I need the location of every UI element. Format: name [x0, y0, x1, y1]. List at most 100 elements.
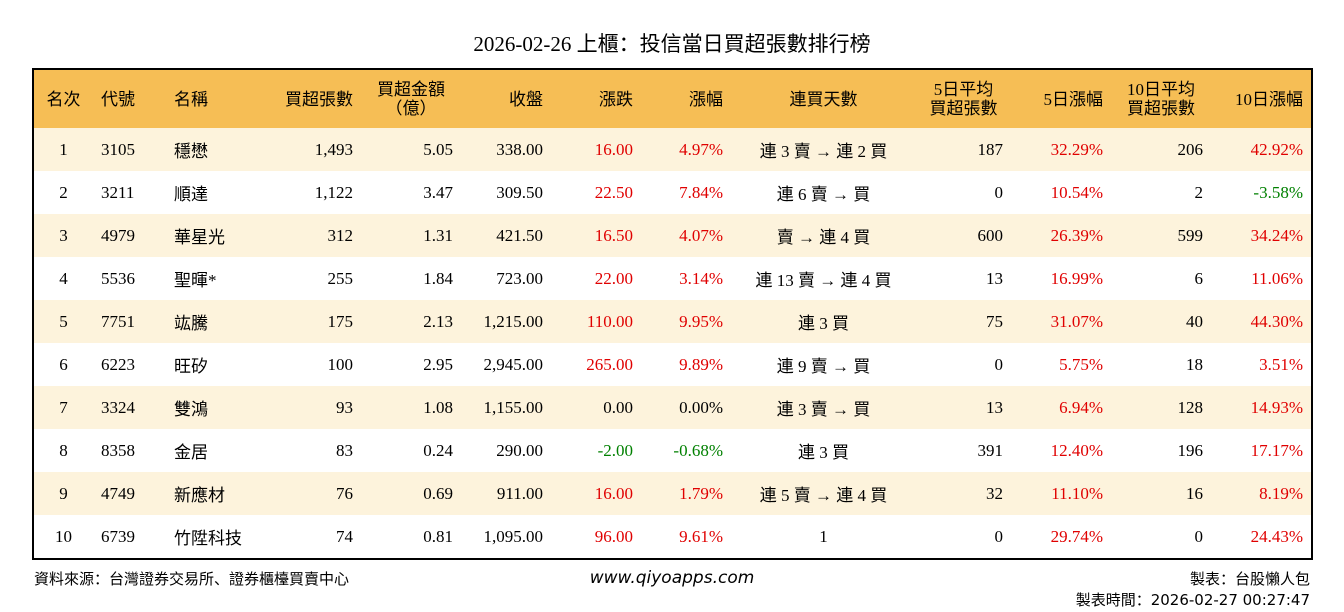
table-cell: 9 — [33, 472, 93, 515]
table-cell: 華星光 — [166, 214, 261, 257]
table-cell: 竹陞科技 — [174, 529, 242, 548]
source: 資料來源：台灣證券交易所、證券櫃檯買賣中心 — [34, 572, 350, 588]
column-header: 收盤 — [461, 69, 551, 128]
column-header: 買超張數 — [261, 69, 361, 128]
table-cell: 338.00 — [461, 128, 551, 171]
table-cell: 9.95% — [641, 300, 731, 343]
table-cell: 穩懋 — [166, 128, 261, 171]
table-cell: 128 — [1111, 386, 1211, 429]
table-cell: 17.17% — [1250, 440, 1303, 460]
table-cell: 312 — [261, 214, 361, 257]
table-cell: 40 — [1111, 300, 1211, 343]
table-cell: 連 6 賣 → 買 — [776, 185, 871, 204]
table-cell: 100 — [327, 354, 354, 374]
table-cell: 290.00 — [496, 440, 543, 460]
header-row: 名次 代號 名稱 買超張數 買超金額 （億） 收盤 漲跌 漲幅 連買天數 5日平均 買超張數 5日漲… — [33, 69, 1312, 128]
table-row: 10 6739 竹陞科技 74 0.81 1,095.00 96.00 9.61% 1 0 29.7… — [33, 515, 1312, 559]
table-row: 5 7751 竑騰 175 2.13 1,215.00 110.00 9.95% 連 3 買 75… — [33, 300, 1312, 343]
table-cell: 3105 — [93, 128, 166, 171]
table-cell: 連 3 買 — [798, 443, 849, 462]
table-cell: 42.92% — [1211, 128, 1312, 171]
table-cell: 1.31 — [361, 214, 461, 257]
table-cell: 9.61% — [679, 526, 723, 546]
table-cell: 26.39% — [1011, 214, 1111, 257]
table-cell: 4749 — [93, 472, 166, 515]
table-cell: 0 — [994, 354, 1004, 374]
table-cell: 3.51% — [1259, 354, 1303, 374]
table-cell: 16.00 — [551, 472, 641, 515]
table-cell: 911.00 — [461, 472, 551, 515]
table-cell: 265.00 — [586, 354, 633, 374]
table-cell: 9.89% — [679, 354, 723, 374]
table-cell: 0 — [1194, 526, 1204, 546]
table-cell: 連 3 賣 → 買 — [731, 386, 916, 429]
table-cell: 5.05 — [361, 128, 461, 171]
column-header: 10日平均 買超張數 — [1111, 69, 1211, 128]
table-row: 4 5536 聖暉* 255 1.84 723.00 22.00 3.14% 連 13 賣 → … — [33, 257, 1312, 300]
table-cell: 5.75% — [1059, 354, 1103, 374]
table-cell: 7751 — [93, 300, 166, 343]
ranking-table: 名次 代號 名稱 買超張數 買超金額 （億） 收盤 漲跌 漲幅 連買天數 5日平均 買超張數 5日漲… — [32, 68, 1313, 560]
table-cell: 5536 — [101, 268, 135, 288]
table-cell: 0.00% — [641, 386, 731, 429]
table-cell: 3.47 — [423, 182, 453, 202]
table-cell: 0 — [994, 182, 1004, 202]
table-cell: 8.19% — [1211, 472, 1312, 515]
table-cell: 22.00 — [594, 268, 633, 288]
title: 2026-02-26 上櫃：投信當日買超張數排行榜 — [473, 32, 871, 56]
table-row: 6 6223 旺矽 100 2.95 2,945.00 265.00 9.89% 連 9 賣 →… — [33, 343, 1312, 386]
table-cell: 1,215.00 — [461, 300, 551, 343]
table-cell: 3 — [33, 214, 93, 257]
table-cell: 6.94% — [1011, 386, 1111, 429]
table-cell: 16.00 — [551, 128, 641, 171]
column-header: 漲幅 — [641, 69, 731, 128]
column-header: 漲跌 — [551, 69, 641, 128]
table-cell: 10.54% — [1050, 182, 1103, 202]
table-cell: 竑騰 — [166, 300, 261, 343]
table-row: 3 4979 華星光 312 1.31 421.50 16.50 4.07% 賣 → 連 4 買… — [33, 214, 1312, 257]
table-cell: 83 — [336, 440, 353, 460]
table-cell: 6 — [59, 354, 68, 374]
table-row: 2 3211 順達 1,122 3.47 309.50 22.50 7.84% 連 6 賣 → … — [33, 171, 1312, 214]
table-cell: 2 — [59, 182, 68, 202]
table-cell: 24.43% — [1250, 526, 1303, 546]
table-row: 9 4749 新應材 76 0.69 911.00 16.00 1.79% 連 5 賣 → 連 … — [33, 472, 1312, 515]
table-cell: 12.40% — [1050, 440, 1103, 460]
table-cell: 6223 — [101, 354, 135, 374]
table-cell: 16.50 — [551, 214, 641, 257]
table-cell: 74 — [336, 526, 353, 546]
table-cell: 1,493 — [261, 128, 361, 171]
table-cell: 196 — [1177, 440, 1204, 460]
table-cell: 309.50 — [496, 182, 543, 202]
table-cell: 0.00 — [551, 386, 641, 429]
table-cell: 31.07% — [1011, 300, 1111, 343]
table-cell: 1,122 — [314, 182, 353, 202]
table-cell: 7.84% — [679, 182, 723, 202]
column-header: 連買天數 — [731, 69, 916, 128]
column-header: 買超金額 （億） — [361, 69, 461, 128]
table-cell: 3211 — [101, 182, 135, 202]
table-cell: 13 — [986, 268, 1003, 288]
table-cell: 3324 — [93, 386, 166, 429]
table-cell: -3.58% — [1253, 182, 1303, 202]
table-cell: 1 — [819, 526, 828, 546]
table-cell: 2.95 — [423, 354, 453, 374]
maker: 製表：台股懶人包 — [1189, 572, 1310, 588]
table-cell: 13 — [916, 386, 1011, 429]
table-cell: 新應材 — [166, 472, 261, 515]
table-cell: 1.84 — [423, 268, 453, 288]
table-cell: 4.97% — [641, 128, 731, 171]
table-cell: 連 3 買 — [731, 300, 916, 343]
table-cell: 6739 — [101, 526, 135, 546]
table-cell: 2,945.00 — [483, 354, 544, 374]
table-cell: 1,155.00 — [461, 386, 551, 429]
column-header: 5日漲幅 — [1011, 69, 1111, 128]
table-cell: 旺矽 — [174, 357, 208, 376]
table-cell: 0.69 — [361, 472, 461, 515]
table-cell: 255 — [327, 268, 354, 288]
table-cell: 32.29% — [1011, 128, 1111, 171]
table-cell: 723.00 — [496, 268, 543, 288]
table-cell: 賣 → 連 4 買 — [731, 214, 916, 257]
time: 製表時間：2026-02-27 00:27:47 — [1075, 591, 1310, 609]
